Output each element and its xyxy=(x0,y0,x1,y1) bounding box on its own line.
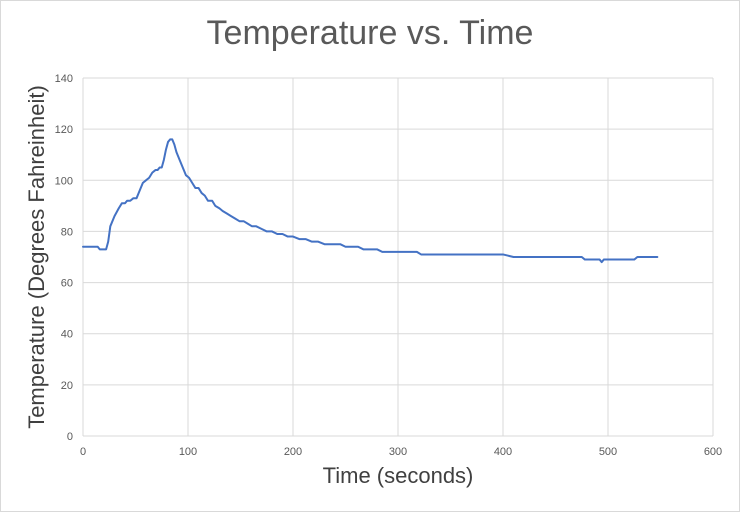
y-tick-label: 20 xyxy=(61,380,73,392)
y-tick-label: 100 xyxy=(55,175,73,187)
y-tick-label: 60 xyxy=(61,278,73,290)
x-tick-label: 400 xyxy=(494,446,512,458)
y-tick-label: 0 xyxy=(67,431,73,443)
x-tick-label: 200 xyxy=(284,446,302,458)
x-tick-label: 100 xyxy=(179,446,197,458)
x-axis-label: Time (seconds) xyxy=(322,463,474,488)
x-tick-label: 500 xyxy=(599,446,617,458)
y-tick-label: 80 xyxy=(61,226,73,238)
x-tick-label: 600 xyxy=(704,446,722,458)
y-tick-label: 140 xyxy=(55,73,73,85)
x-tick-label: 0 xyxy=(80,446,86,458)
y-tick-label: 40 xyxy=(61,329,73,341)
temperature-series-line xyxy=(82,138,659,264)
y-tick-label: 120 xyxy=(55,124,73,136)
y-axis-label: Temperature (Degrees Fahreinheit) xyxy=(24,85,49,429)
x-tick-label: 300 xyxy=(389,446,407,458)
chart-title: Temperature vs. Time xyxy=(206,14,534,52)
